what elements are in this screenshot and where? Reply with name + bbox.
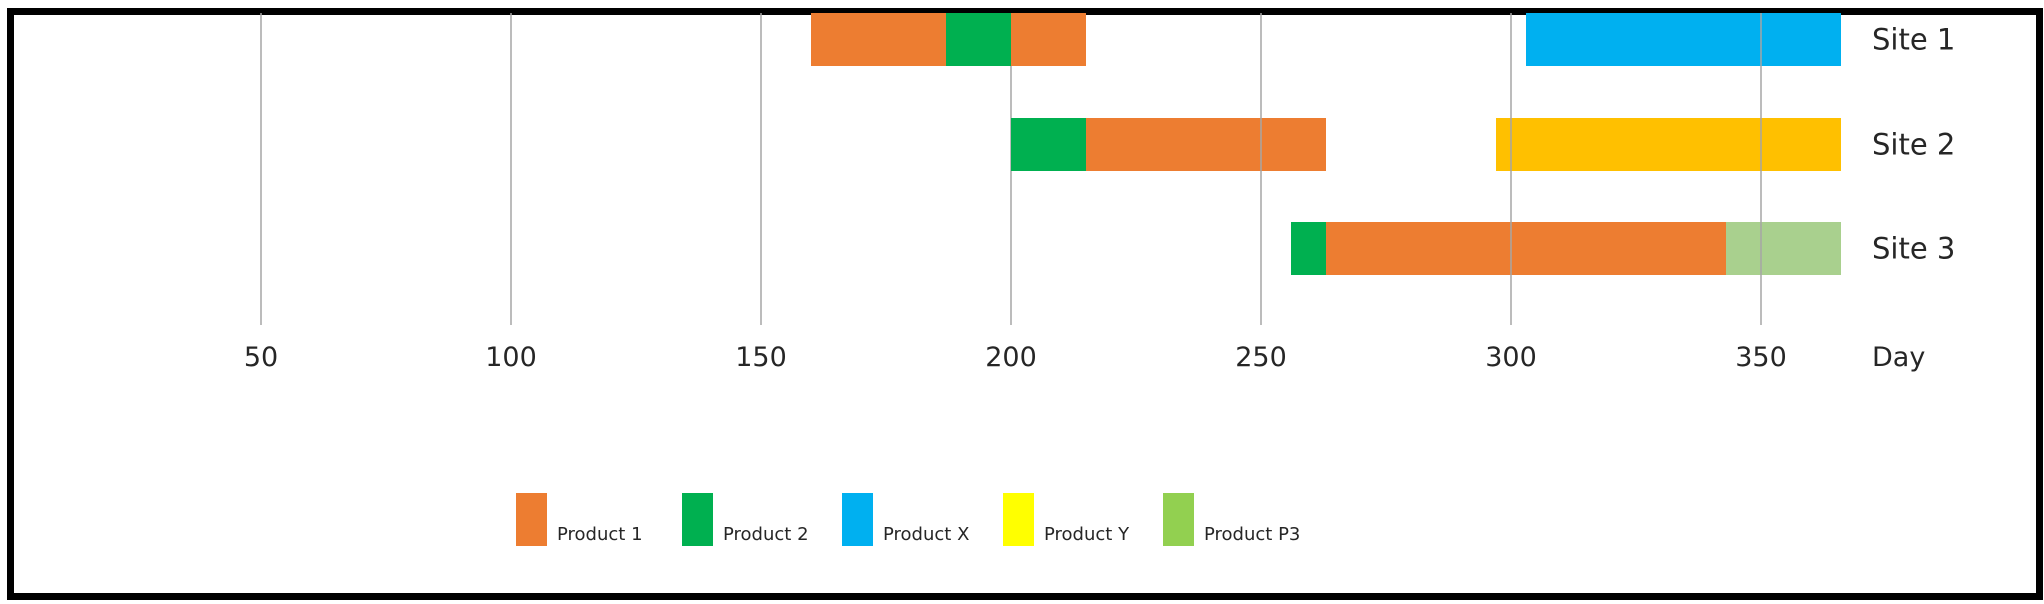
x-tick-label: 200 — [985, 342, 1037, 373]
x-tick-label: 100 — [485, 342, 537, 373]
bar-segment — [1291, 222, 1326, 275]
bar-segment — [811, 13, 946, 66]
legend-label: Product Y — [1044, 524, 1130, 545]
legend-swatch — [516, 493, 547, 546]
legend-label: Product X — [883, 524, 969, 545]
x-tick-label: 300 — [1485, 342, 1537, 373]
legend-swatch — [682, 493, 713, 546]
bar-segment — [1726, 222, 1841, 275]
bar-segments — [811, 13, 1841, 275]
site-label: Site 2 — [1872, 128, 1955, 162]
x-tick-label: 250 — [1235, 342, 1287, 373]
x-tick-label: 350 — [1735, 342, 1787, 373]
legend-swatch — [842, 493, 873, 546]
site-label: Site 3 — [1872, 232, 1955, 266]
x-tick-label: 50 — [244, 342, 278, 373]
bar-segment — [1496, 118, 1841, 171]
x-tick-label: 150 — [735, 342, 787, 373]
legend: Product 1 Product 2 Product X Product Y Prod… — [516, 493, 1300, 546]
legend-label: Product 2 — [723, 524, 809, 545]
bar-segment — [1526, 13, 1841, 66]
bar-segment — [946, 13, 1011, 66]
bar-segment — [1326, 222, 1726, 275]
legend-swatch — [1163, 493, 1194, 546]
bar-segment — [1011, 118, 1086, 171]
x-axis-label: Day — [1872, 342, 1925, 373]
legend-label: Product P3 — [1204, 524, 1300, 545]
x-axis-ticks: 50 100 150 200 250 300 350 — [244, 342, 1787, 373]
bar-segment — [1086, 118, 1326, 171]
legend-label: Product 1 — [557, 524, 643, 545]
legend-swatch — [1003, 493, 1034, 546]
bar-segment — [1011, 13, 1086, 66]
site-labels: Site 1 Site 2 Site 3 — [1872, 23, 1955, 266]
site-label: Site 1 — [1872, 23, 1955, 57]
